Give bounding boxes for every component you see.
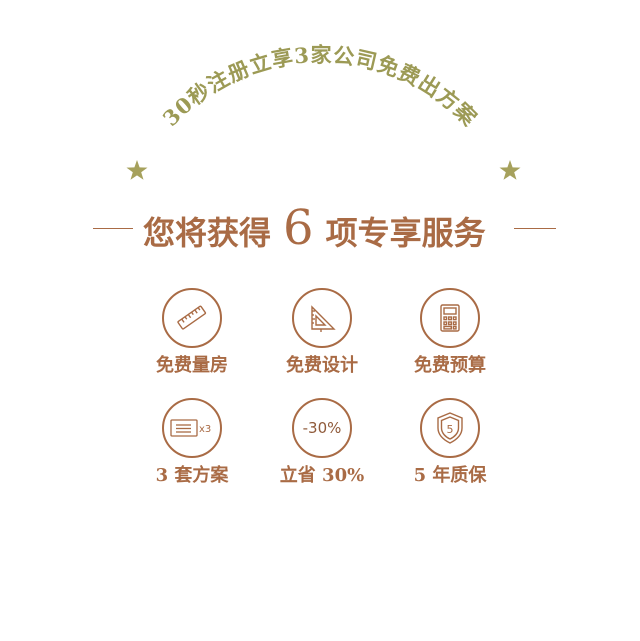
document-x3-icon: x3 xyxy=(162,398,222,458)
calculator-icon xyxy=(420,288,480,348)
service-label: 5 年质保 xyxy=(413,465,487,486)
headline: 您将获得 6 项专享服务 xyxy=(143,201,486,255)
ruler-icon xyxy=(162,288,222,348)
star-left-icon xyxy=(126,160,148,180)
shield-5-icon: 5 xyxy=(420,398,480,458)
discount-text: -30% xyxy=(302,419,342,437)
service-label: 免费预算 xyxy=(414,355,486,376)
service-free-budget: 免费预算 xyxy=(380,288,520,378)
headline-suffix: 项专享服务 xyxy=(325,214,486,252)
service-free-design: 免费设计 xyxy=(252,288,392,378)
icon-x3-text: x3 xyxy=(199,424,211,435)
headline-right-rule xyxy=(514,228,556,229)
service-five-year-warranty: 5 5 年质保 xyxy=(380,398,520,488)
banner: 30秒注册立享3家公司免费出方案 xyxy=(0,0,640,200)
service-three-plans: x3 3 套方案 xyxy=(122,398,262,488)
service-label: 3 套方案 xyxy=(155,465,229,486)
set-square-icon xyxy=(292,288,352,348)
shield-number: 5 xyxy=(447,423,454,436)
service-label: 免费设计 xyxy=(286,355,358,376)
star-right-icon xyxy=(499,160,521,180)
service-label: 立省 30% xyxy=(279,465,365,486)
service-save-30: -30% 立省 30% xyxy=(252,398,392,488)
headline-left-rule xyxy=(93,228,133,229)
service-label: 免费量房 xyxy=(156,355,228,376)
service-free-measure: 免费量房 xyxy=(122,288,262,378)
banner-arc-text: 30秒注册立享3家公司免费出方案 xyxy=(158,42,483,131)
discount-icon: -30% xyxy=(292,398,352,458)
headline-prefix: 您将获得 xyxy=(143,214,272,252)
headline-number: 6 xyxy=(283,200,314,256)
